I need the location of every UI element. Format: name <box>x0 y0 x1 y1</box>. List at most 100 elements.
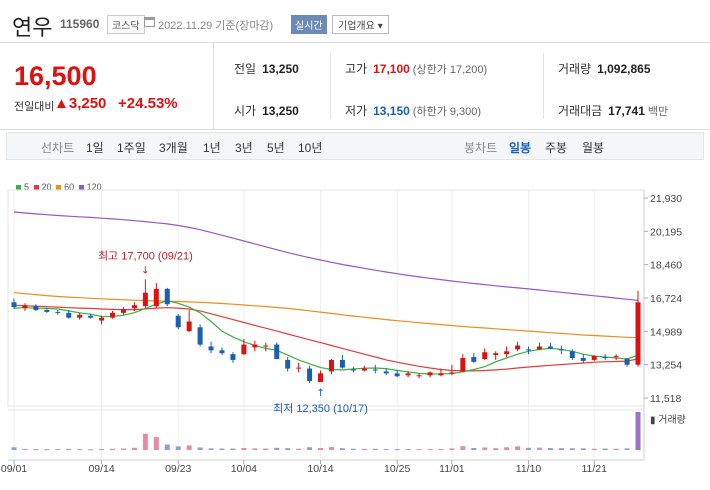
volume-bar <box>110 448 116 450</box>
volume-bar <box>131 447 137 450</box>
volume-bar <box>120 448 126 450</box>
candle-body <box>55 311 61 313</box>
candle-body <box>285 359 291 369</box>
tab-3y[interactable]: 3년 <box>235 141 253 155</box>
candle-body <box>383 371 389 374</box>
volume-bar <box>186 445 192 450</box>
stock-code: 115960 <box>60 17 100 31</box>
x-tick-label: 10/04 <box>231 463 257 475</box>
volume-bar <box>175 446 181 450</box>
tab-1d[interactable]: 1일 <box>86 141 104 155</box>
candle-body <box>263 345 269 347</box>
candle-body <box>504 351 510 355</box>
volume-axis-label: ▮ 거래량 <box>650 414 686 426</box>
volume-bar <box>558 448 564 450</box>
stock-name: 연우 <box>12 15 53 40</box>
realtime-button[interactable]: 실시간 <box>291 15 327 34</box>
volume-bar <box>285 448 291 450</box>
candle-body <box>372 369 378 371</box>
candle-body <box>493 353 499 356</box>
candle-body <box>624 358 630 365</box>
ma20-line <box>13 304 639 372</box>
candle-body <box>438 373 444 376</box>
candle-body <box>350 369 356 371</box>
candle-body <box>131 305 137 309</box>
high-arrow-icon: ↓ <box>141 265 149 276</box>
candle-chart-caption: 봉차트 <box>464 141 498 155</box>
candle-body <box>274 344 280 359</box>
tab-1y[interactable]: 1년 <box>203 141 221 155</box>
candle-body <box>361 368 367 371</box>
x-tick-label: 11/01 <box>439 463 465 475</box>
candle-body <box>307 368 313 382</box>
candle-body <box>22 305 28 309</box>
y-tick-label: 16,724 <box>650 293 682 305</box>
tab-3m[interactable]: 3개월 <box>159 141 188 155</box>
current-price: 16,500 <box>14 61 97 91</box>
x-tick-label: 11/10 <box>516 463 542 475</box>
candle-body <box>427 372 433 376</box>
volume-bar <box>22 448 28 450</box>
x-tick-label: 09/23 <box>165 463 191 475</box>
tab-5y[interactable]: 5년 <box>267 141 285 155</box>
candle-body <box>296 367 302 369</box>
candle-body <box>547 346 553 349</box>
candle-body <box>208 346 214 351</box>
open-price: 시가 13,250 <box>234 104 299 118</box>
candle-body <box>526 349 532 351</box>
ma-legend: 5 20 60 120 <box>14 182 102 192</box>
candle-body <box>449 372 455 374</box>
chart-tabs: 선차트 1일 1주일 3개월 1년 3년 5년 10년 봉차트 일봉 주봉 월봉 <box>6 132 704 160</box>
volume-bar <box>405 449 411 451</box>
tab-monthly[interactable]: 월봉 <box>582 141 605 155</box>
high-annotation: 최고 17,700 (09/21) <box>98 249 193 262</box>
candle-body <box>558 349 564 351</box>
volume-bar <box>153 436 159 450</box>
volume-bar <box>613 448 619 450</box>
candle-body <box>416 375 422 377</box>
volume-bar <box>394 449 400 451</box>
candle-body <box>230 354 236 360</box>
corp-info-dropdown[interactable]: 기업개요 ▾ <box>332 15 389 34</box>
current-price-box: 16,500 전일대비 ▲3,250 +24.53% <box>0 43 214 129</box>
low-arrow-icon: ↑ <box>316 388 324 399</box>
volume-bar <box>526 447 532 450</box>
y-tick-label: 20,195 <box>650 226 682 238</box>
line-chart-caption: 선차트 <box>41 141 75 155</box>
volume-bar <box>372 448 378 450</box>
tab-daily[interactable]: 일봉 <box>509 141 532 155</box>
candle-body <box>339 359 345 368</box>
low-annotation: 최저 12,350 (10/17) <box>273 402 368 415</box>
quote-panel: 16,500 전일대비 ▲3,250 +24.53% 전일 13,250 시가 13… <box>0 42 710 130</box>
volume-bar <box>493 448 499 450</box>
volume-bar <box>99 449 105 451</box>
candle-body <box>219 350 225 354</box>
volume-bar <box>602 448 608 450</box>
y-tick-label: 18,460 <box>650 260 682 272</box>
ma5-swatch <box>16 184 21 190</box>
volume-bar <box>547 448 553 450</box>
candle-body <box>569 351 575 359</box>
x-tick-label: 10/14 <box>307 463 333 475</box>
volume: 거래량 1,092,865 <box>558 62 651 76</box>
candle-body <box>591 356 597 360</box>
tab-1w[interactable]: 1주일 <box>117 141 146 155</box>
volume-bar <box>635 412 641 450</box>
candle-body <box>99 317 105 321</box>
volume-bar <box>252 448 258 450</box>
change-amount: ▲3,250 <box>54 95 107 112</box>
volume-bar <box>263 448 269 450</box>
volume-bar <box>339 448 345 450</box>
tab-10y[interactable]: 10년 <box>298 141 323 155</box>
candle-body <box>394 373 400 377</box>
volume-bar <box>580 448 586 450</box>
volume-bar <box>208 448 214 450</box>
candle-body <box>405 373 411 376</box>
candle-body <box>252 344 258 348</box>
volume-bar <box>536 447 542 450</box>
volume-bar <box>197 447 203 450</box>
candle-body <box>197 327 203 345</box>
tab-weekly[interactable]: 주봉 <box>545 141 568 155</box>
volume-bar <box>307 447 313 450</box>
